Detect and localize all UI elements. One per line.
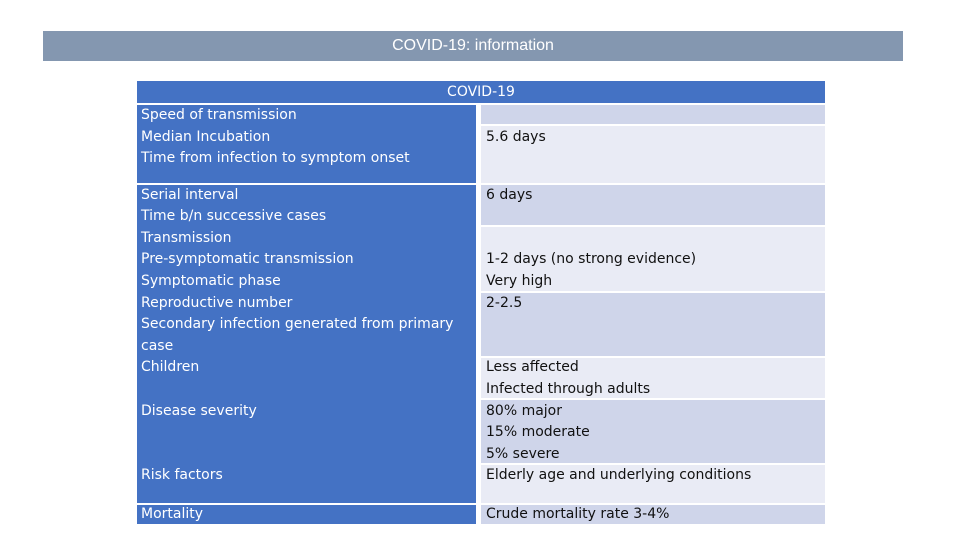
row-label: Risk factors bbox=[141, 467, 223, 483]
row-label: Transmission bbox=[141, 230, 232, 246]
row-label: case bbox=[141, 338, 174, 354]
row-value: 6 days bbox=[486, 187, 533, 203]
right-band-8 bbox=[481, 465, 825, 503]
row-value: Elderly age and underlying conditions bbox=[486, 467, 752, 483]
row-value: Very high bbox=[486, 273, 553, 289]
right-band-7 bbox=[481, 400, 825, 463]
row-value: 1-2 days (no strong evidence) bbox=[486, 251, 697, 267]
row-label: Median Incubation bbox=[141, 129, 271, 145]
row-label: Secondary infection generated from prima… bbox=[141, 316, 454, 332]
row-label: Disease severity bbox=[141, 403, 257, 419]
row-label: Children bbox=[141, 359, 200, 375]
row-label: Serial interval bbox=[141, 187, 239, 203]
row-label: Reproductive number bbox=[141, 295, 293, 311]
right-band-5 bbox=[481, 293, 825, 356]
right-band-2 bbox=[481, 126, 825, 183]
left-col-block-3 bbox=[137, 505, 476, 524]
right-band-9 bbox=[481, 505, 825, 524]
left-col-block-1 bbox=[137, 105, 476, 183]
row-label: Pre-symptomatic transmission bbox=[141, 251, 354, 267]
row-value: 2-2.5 bbox=[486, 295, 523, 311]
row-value: 80% major bbox=[486, 403, 562, 419]
slide-title: COVID-19: information bbox=[43, 31, 903, 61]
right-band-4 bbox=[481, 227, 825, 291]
row-value: 5.6 days bbox=[486, 129, 546, 145]
right-band-3 bbox=[481, 185, 825, 225]
right-band-6 bbox=[481, 358, 825, 398]
table-header: COVID-19 bbox=[137, 81, 825, 103]
row-label: Speed of transmission bbox=[141, 107, 297, 123]
row-value: Less affected bbox=[486, 359, 579, 375]
row-label: Mortality bbox=[141, 506, 204, 522]
row-value: Infected through adults bbox=[486, 381, 651, 397]
row-value: 5% severe bbox=[486, 446, 560, 462]
right-band-1 bbox=[481, 105, 825, 124]
row-value: Crude mortality rate 3-4% bbox=[486, 506, 670, 522]
row-label: Time from infection to symptom onset bbox=[141, 150, 410, 166]
left-col-block-2 bbox=[137, 185, 476, 503]
row-value: 15% moderate bbox=[486, 424, 590, 440]
slide-title-text: COVID-19: information bbox=[392, 37, 554, 54]
row-label: Time b/n successive cases bbox=[141, 208, 327, 224]
table-header-text: COVID-19 bbox=[447, 84, 515, 100]
row-label: Symptomatic phase bbox=[141, 273, 281, 289]
